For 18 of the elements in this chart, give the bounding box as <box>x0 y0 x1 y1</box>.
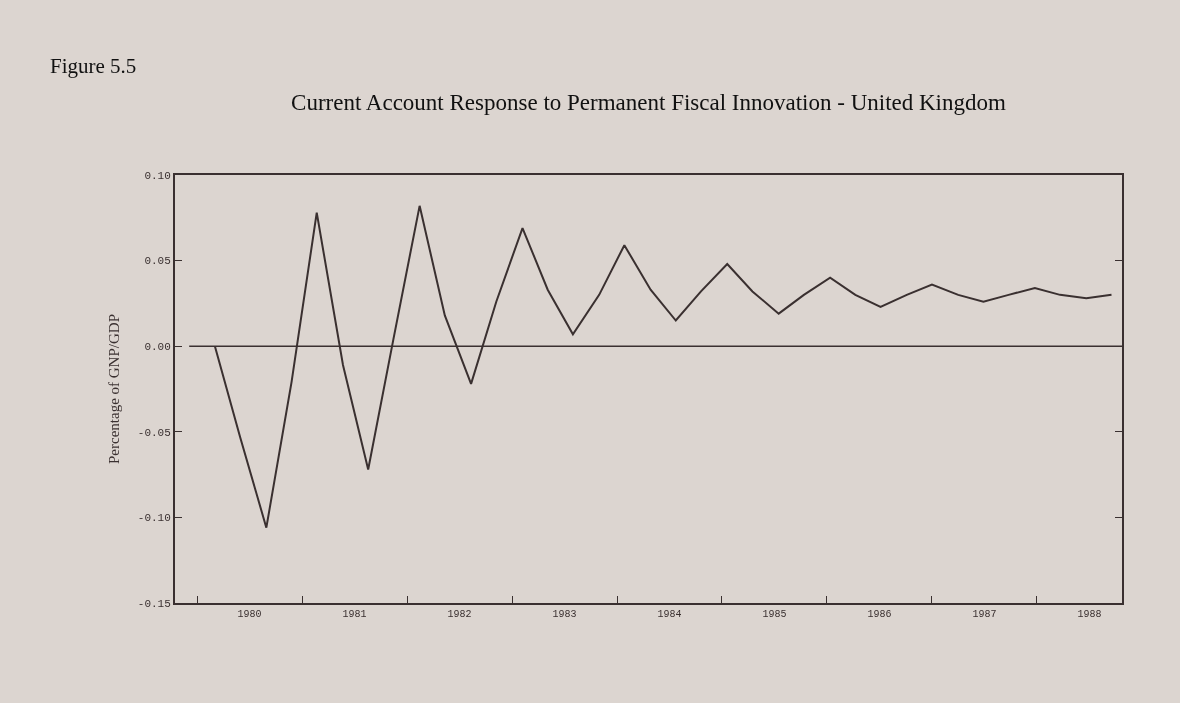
y-tick-label: 0.10 <box>144 169 171 182</box>
chart-title: Current Account Response to Permanent Fiscal Innovation - United Kingdom <box>291 89 1007 115</box>
y-tick-label: 0.00 <box>144 341 171 354</box>
y-axis-title: Percentage of GNP/GDP <box>105 314 122 464</box>
x-tick-label: 1988 <box>1077 609 1102 620</box>
y-tick-label: -0.05 <box>137 426 171 439</box>
x-tick-label: 1986 <box>867 609 892 620</box>
x-tick-label: 1984 <box>657 609 682 620</box>
y-tick-label: 0.05 <box>144 255 171 268</box>
x-tick-label: 1983 <box>552 609 577 620</box>
y-tick-label: -0.10 <box>137 512 171 525</box>
x-tick-label: 1987 <box>972 609 997 620</box>
y-tick-label: -0.15 <box>137 597 171 610</box>
x-tick-label: 1981 <box>342 609 367 620</box>
x-tick-label: 1980 <box>237 609 262 620</box>
caption: Figure 5.5 <box>50 54 137 78</box>
x-tick-label: 1982 <box>447 609 472 620</box>
x-tick-label: 1985 <box>762 609 787 620</box>
